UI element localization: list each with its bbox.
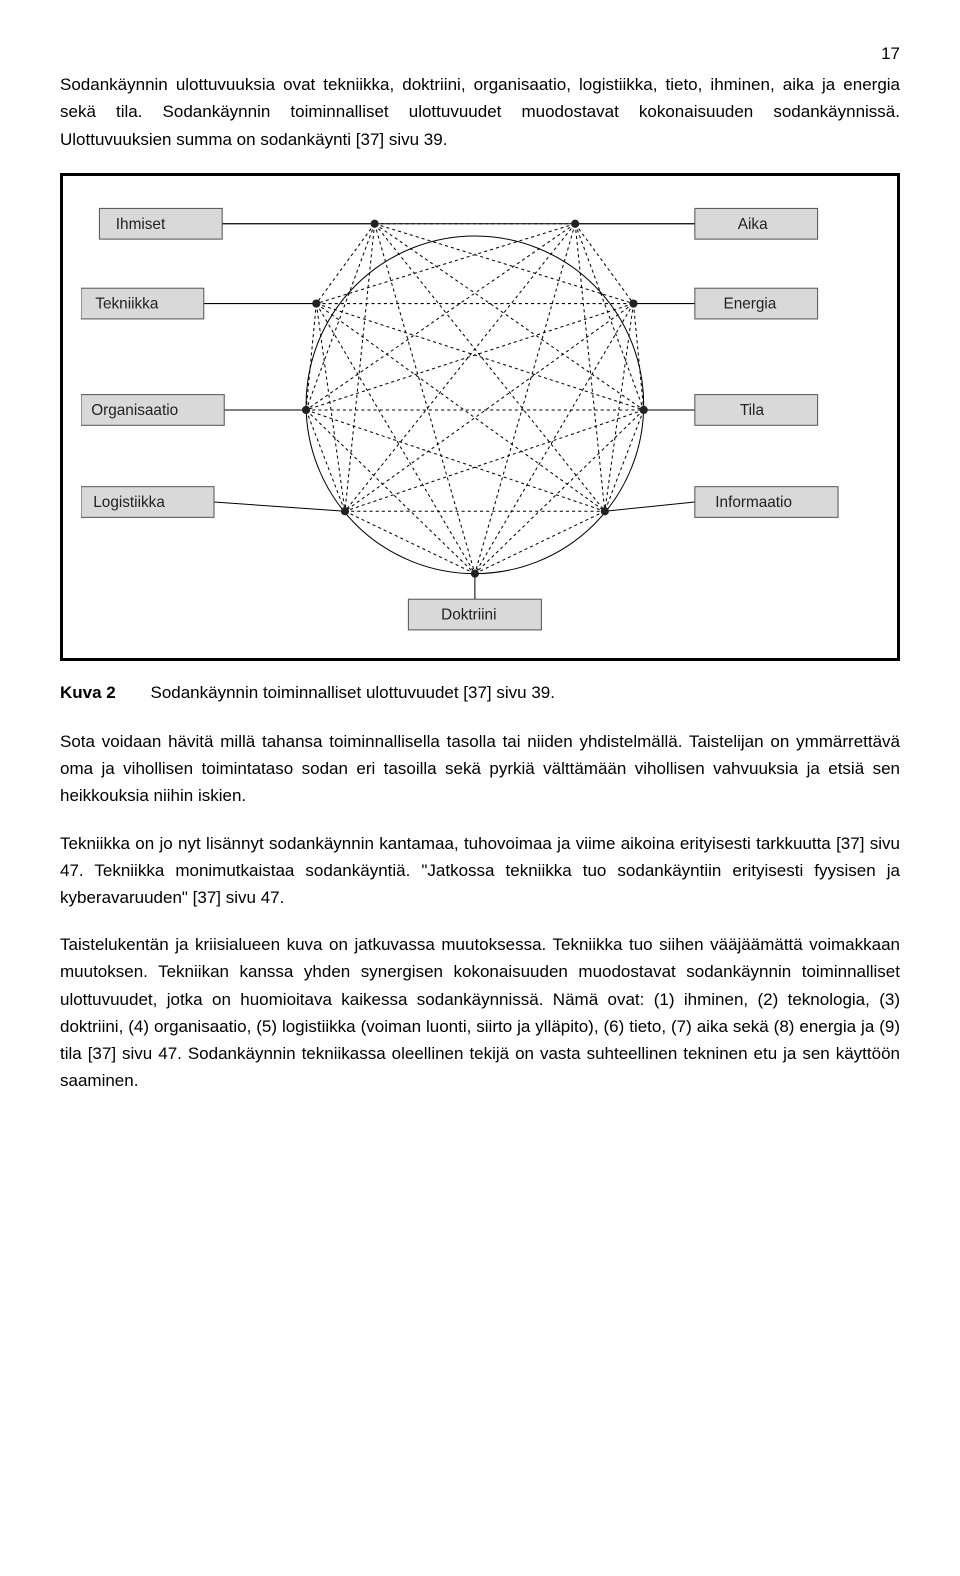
svg-text:Doktriini: Doktriini <box>441 606 496 623</box>
svg-text:Energia: Energia <box>723 295 776 312</box>
caption-label: Kuva 2 <box>60 679 116 706</box>
svg-text:Aika: Aika <box>738 216 768 233</box>
svg-text:Logistiikka: Logistiikka <box>93 494 165 511</box>
caption-text: Sodankäynnin toiminnalliset ulottuvuudet… <box>150 683 554 702</box>
paragraph-3: Tekniikka on jo nyt lisännyt sodankäynni… <box>60 830 900 912</box>
network-svg: Ihmiset Tekniikka Organisaatio Logistiikka A… <box>81 190 879 640</box>
svg-text:Tekniikka: Tekniikka <box>95 295 159 312</box>
svg-text:Ihmiset: Ihmiset <box>116 216 166 233</box>
figure-caption: Kuva 2 Sodankäynnin toiminnalliset ulott… <box>60 679 900 706</box>
paragraph-2: Sota voidaan hävitä millä tahansa toimin… <box>60 728 900 810</box>
page-number: 17 <box>60 40 900 67</box>
figure-network: Ihmiset Tekniikka Organisaatio Logistiikka A… <box>60 173 900 661</box>
svg-text:Tila: Tila <box>740 402 765 419</box>
paragraph-1: Sodankäynnin ulottuvuuksia ovat tekniikk… <box>60 71 900 153</box>
paragraph-4: Taistelukentän ja kriisialueen kuva on j… <box>60 931 900 1094</box>
svg-text:Informaatio: Informaatio <box>715 494 792 511</box>
svg-text:Organisaatio: Organisaatio <box>91 402 178 419</box>
